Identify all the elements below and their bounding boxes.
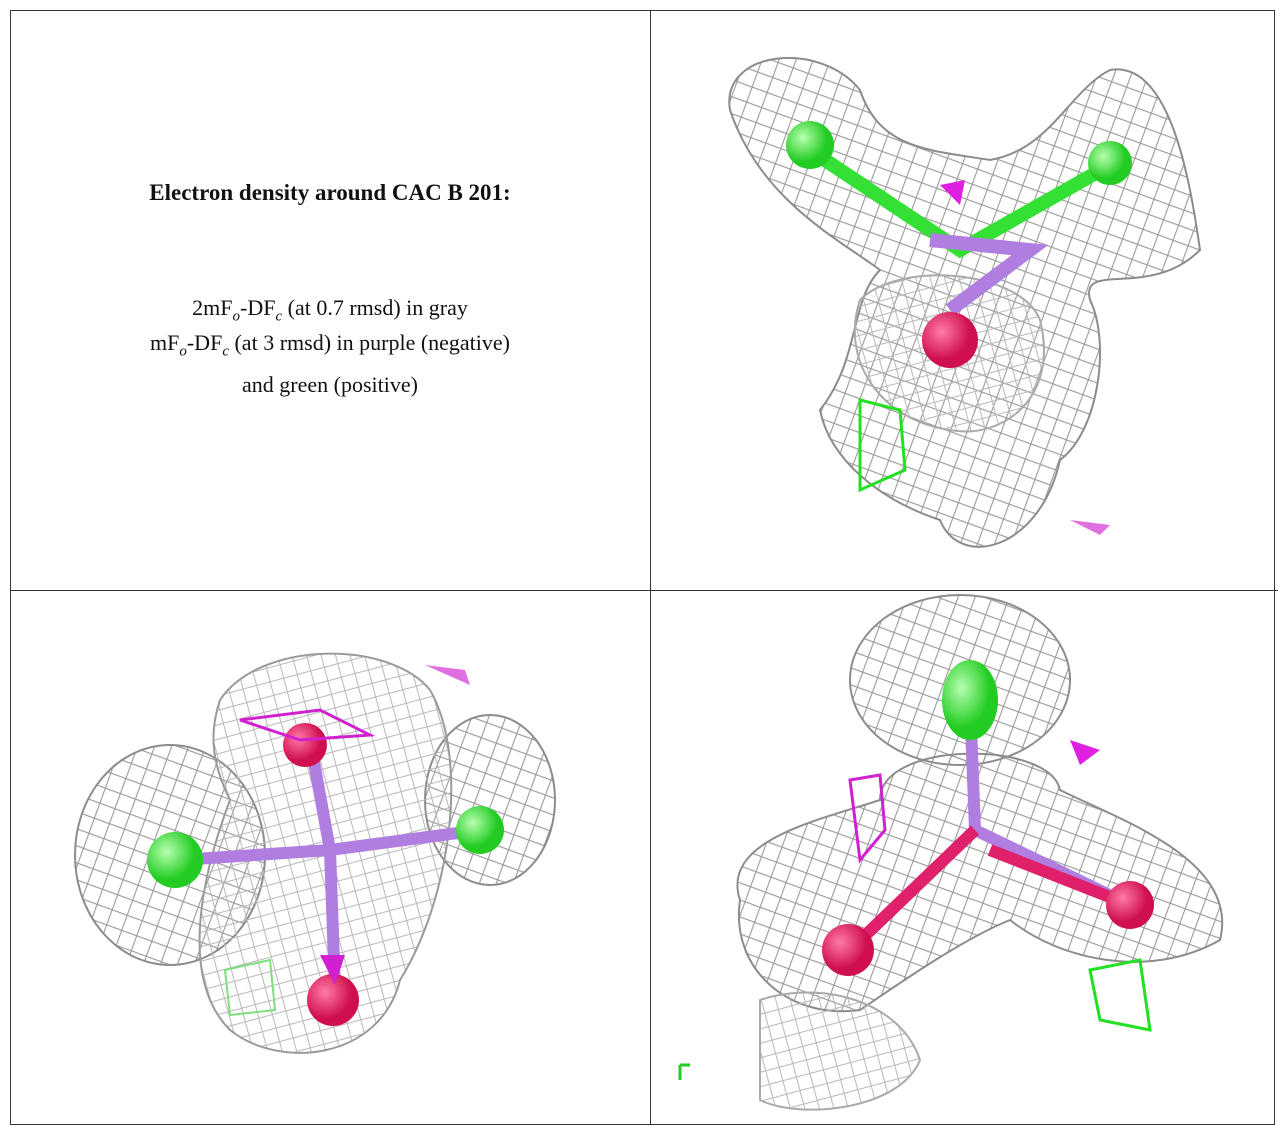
density-view-2 [74,652,556,1054]
subscript: o [232,308,241,325]
subscript: o [179,343,187,360]
text: -DF [240,295,276,320]
text: and green (positive) [242,372,418,397]
text: (at 3 rmsd) in purple (negative) [228,330,510,355]
text: -DF [186,330,223,355]
caption-line: and green (positive) [10,372,650,398]
caption-title: Electron density around CAC B 201: [149,180,511,205]
subscript: c [222,343,229,360]
caption: Electron density around CAC B 201: 2mFo-… [10,10,650,590]
text: (at 0.7 rmsd) in gray [282,295,468,320]
density-view-3 [678,594,1224,1111]
subscript: c [275,308,283,325]
density-view-1 [728,56,1202,548]
text: 2mF [192,295,233,320]
caption-line: mFo-DFc (at 3 rmsd) in purple (negative) [10,330,650,360]
text: mF [150,330,180,355]
caption-line: 2mFo-DFc (at 0.7 rmsd) in gray [10,295,650,325]
